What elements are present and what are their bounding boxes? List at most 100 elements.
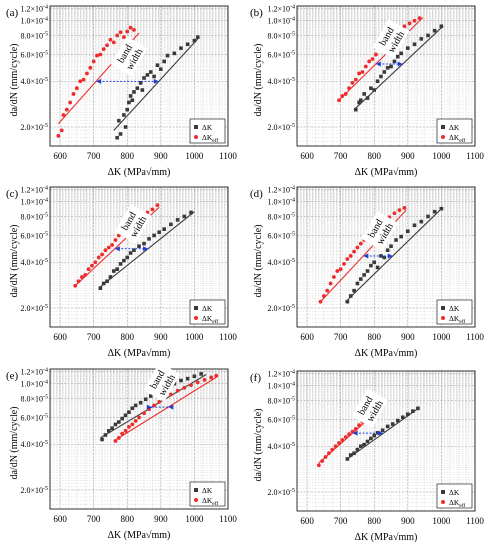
- data-point: [128, 25, 133, 30]
- data-point: [142, 411, 146, 416]
- chart-panel-4: 2.0×10-54.0×10-56.0×10-58.0×10-51.0×10-4…: [250, 186, 484, 359]
- legend-marker: [194, 498, 198, 502]
- data-point: [73, 283, 78, 288]
- data-point: [337, 441, 341, 445]
- data-point: [369, 86, 373, 90]
- arrow-head-left: [363, 253, 369, 259]
- x-axis-title: ΔK (MPa√mm): [355, 532, 418, 543]
- data-point: [375, 265, 380, 270]
- x-tick-label: 600: [53, 514, 67, 524]
- data-point: [59, 128, 64, 133]
- y-axis-title: da/dN (mm/cycle): [253, 224, 264, 297]
- data-point: [113, 422, 118, 427]
- data-point: [426, 214, 430, 219]
- data-point: [122, 258, 126, 263]
- legend-label-name: ΔK: [202, 304, 213, 313]
- legend-box: [436, 483, 473, 509]
- x-tick-label: 700: [334, 516, 348, 526]
- data-point: [392, 59, 397, 64]
- data-point: [338, 267, 343, 272]
- data-point: [111, 40, 116, 45]
- data-point: [140, 88, 145, 92]
- panel-label: (a): [6, 7, 19, 19]
- data-point: [195, 35, 200, 39]
- data-point: [348, 453, 353, 457]
- chart-panel-6: 2.0×10-54.0×10-56.0×10-58.0×10-51.0×10-4…: [250, 370, 484, 543]
- data-point: [406, 46, 410, 50]
- data-point: [155, 203, 160, 208]
- x-tick-label: 900: [401, 516, 415, 526]
- y-tick-mantissa: 8.0×10: [267, 212, 290, 221]
- x-tick-label: 1000: [185, 151, 204, 161]
- data-point: [439, 206, 444, 211]
- y-tick-exponent: -5: [43, 304, 48, 310]
- x-tick-label: 700: [87, 151, 101, 161]
- data-point: [112, 269, 116, 273]
- data-point: [137, 415, 141, 420]
- data-point: [120, 416, 125, 421]
- data-point: [348, 254, 353, 258]
- data-point: [340, 94, 345, 98]
- legend-label-subscript: eff: [459, 318, 465, 325]
- data-point: [352, 451, 356, 455]
- x-tick-label: 700: [87, 514, 101, 524]
- data-point: [399, 51, 403, 56]
- data-point: [389, 64, 393, 69]
- data-point: [365, 439, 370, 444]
- data-point: [347, 432, 351, 437]
- y-tick-mantissa: 2.0×10: [20, 123, 43, 132]
- data-point: [132, 248, 136, 252]
- legend-marker: [441, 316, 445, 320]
- grid: [50, 5, 229, 147]
- data-point: [127, 425, 131, 429]
- data-point: [406, 229, 410, 234]
- data-point: [133, 403, 138, 408]
- legend-label-subscript: eff: [212, 500, 218, 507]
- data-point: [357, 100, 361, 105]
- arrow-head-left: [114, 246, 120, 252]
- data-point: [389, 244, 393, 248]
- y-tick-mantissa: 6.0×10: [20, 231, 43, 240]
- legend-label: ΔKeff: [449, 314, 465, 325]
- data-point: [412, 42, 417, 47]
- data-point: [332, 275, 336, 279]
- y-tick-exponent: -5: [290, 396, 295, 402]
- y-tick-label: 4.0×10-5: [267, 77, 295, 86]
- data-point: [123, 413, 128, 418]
- data-point: [392, 211, 397, 216]
- y-tick-mantissa: 4.0×10: [20, 258, 43, 267]
- data-point: [321, 294, 326, 298]
- chart-panel-2: 2.0×10-54.0×10-56.0×10-58.0×10-51.0×10-4…: [250, 5, 484, 178]
- data-point: [417, 16, 422, 21]
- data-point: [121, 35, 126, 40]
- data-point: [98, 286, 103, 290]
- data-point: [116, 233, 121, 238]
- x-tick-label: 1000: [432, 516, 451, 526]
- data-point: [192, 38, 197, 43]
- data-point: [142, 76, 146, 80]
- data-point: [340, 438, 345, 442]
- data-point: [363, 64, 368, 69]
- y-tick-label: 1.0×10-4: [267, 382, 295, 391]
- arrow-head-left: [168, 404, 174, 410]
- legend-label: ΔK: [449, 123, 460, 132]
- panel-label: (d): [250, 188, 263, 200]
- y-tick-exponent: -5: [43, 231, 48, 237]
- data-point: [407, 21, 412, 26]
- fit-line: [347, 406, 420, 460]
- legend-label-name: ΔK: [449, 488, 460, 497]
- x-tick-label: 900: [401, 151, 415, 161]
- data-point: [327, 451, 331, 456]
- data-point: [165, 53, 170, 58]
- data-point: [169, 392, 173, 397]
- legend-box: [436, 299, 473, 325]
- x-tick-label: 700: [87, 332, 101, 342]
- data-point: [169, 222, 173, 227]
- data-point: [152, 74, 156, 79]
- data-point: [138, 400, 143, 405]
- data-point: [128, 94, 133, 98]
- y-tick-exponent: -5: [43, 31, 48, 37]
- y-tick-label: 8.0×10-5: [267, 396, 295, 405]
